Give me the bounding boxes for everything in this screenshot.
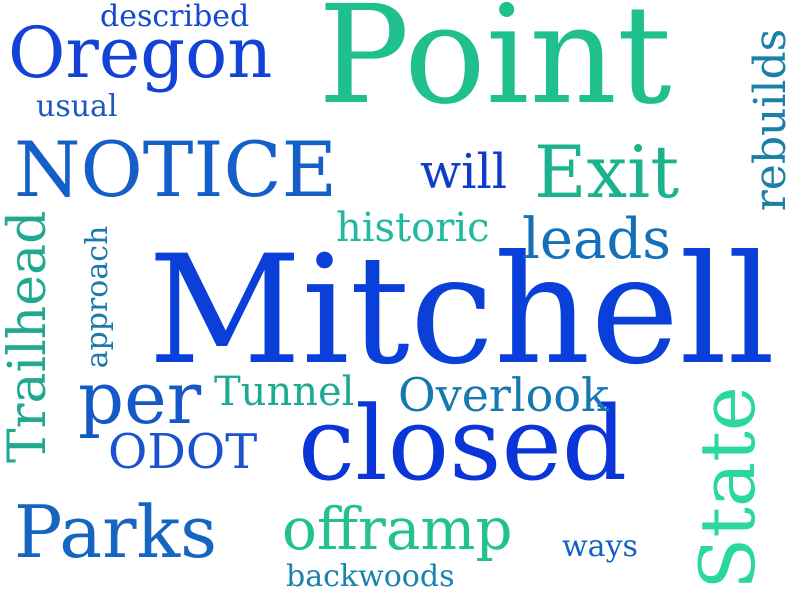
word-notice: NOTICE: [14, 125, 338, 214]
word-overlook: Overlook: [398, 368, 609, 422]
word-leads: leads: [522, 207, 672, 272]
word-approach: approach: [80, 225, 115, 369]
word-per: per: [78, 356, 202, 440]
word-trailhead: Trailhead: [0, 210, 58, 463]
word-backwoods: backwoods: [286, 559, 455, 594]
word-historic: historic: [336, 205, 490, 251]
word-point: Point: [318, 0, 672, 135]
word-exit: Exit: [534, 130, 680, 214]
word-ways: ways: [562, 529, 638, 564]
word-parks: Parks: [14, 490, 218, 574]
word-mitchell: Mitchell: [148, 224, 776, 398]
word-described: described: [100, 0, 250, 34]
word-rebuilds: rebuilds: [745, 28, 796, 212]
word-oregon: Oregon: [8, 12, 273, 94]
word-usual: usual: [36, 89, 118, 124]
word-state: State: [683, 386, 772, 590]
word-closed: closed: [298, 385, 628, 504]
word-offramp: offramp: [282, 495, 513, 563]
word-odot: ODOT: [108, 424, 258, 480]
word-tunnel: Tunnel: [214, 369, 355, 415]
word-will: will: [420, 144, 508, 200]
